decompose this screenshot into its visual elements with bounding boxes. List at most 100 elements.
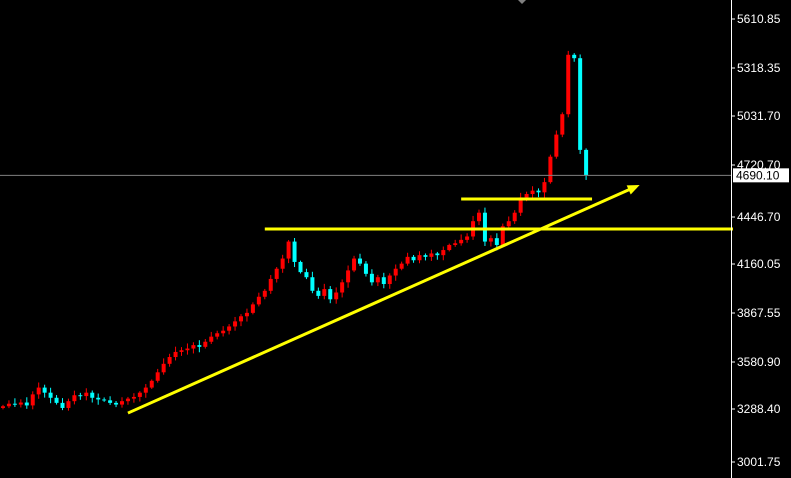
candle-body	[387, 275, 392, 285]
candle	[548, 154, 553, 184]
candle	[167, 353, 172, 367]
candle-body	[405, 256, 410, 264]
candle-body	[30, 394, 35, 406]
axis-tick-label: 4160.05	[737, 257, 781, 271]
candle	[363, 261, 368, 277]
candle	[578, 54, 583, 154]
price-axis[interactable]: 5610.855318.355031.704720.704446.704160.…	[731, 12, 781, 469]
candle	[203, 339, 208, 349]
axis-tick-label: 3867.55	[737, 306, 781, 320]
candle-body	[78, 395, 83, 397]
candle	[137, 391, 142, 402]
candle	[209, 331, 214, 344]
candle	[459, 234, 464, 246]
candle	[554, 130, 559, 159]
candle	[72, 390, 77, 405]
candle	[12, 398, 17, 407]
candle-body	[482, 212, 487, 242]
candle	[429, 249, 434, 261]
candle	[221, 326, 226, 337]
candle	[399, 261, 404, 271]
candle-body	[465, 236, 470, 240]
candle-body	[96, 397, 101, 400]
candle-body	[84, 392, 89, 397]
candle-body	[346, 270, 351, 283]
candle-body	[36, 387, 41, 395]
candle-body	[120, 401, 124, 405]
axis-tick-label: 3288.40	[737, 402, 781, 416]
candle-body	[197, 345, 202, 347]
candle-body	[239, 316, 243, 322]
candle	[185, 343, 190, 355]
candle-body	[233, 321, 238, 327]
candle	[120, 397, 124, 408]
candle-body	[173, 351, 178, 358]
candle-body	[411, 256, 416, 261]
candle	[215, 330, 220, 340]
candle-body	[274, 268, 279, 279]
candle-body	[191, 345, 196, 349]
candle-body	[441, 250, 446, 256]
candle-body	[494, 238, 499, 245]
candle	[155, 368, 160, 383]
candle-body	[149, 380, 154, 388]
candle-body	[417, 255, 422, 261]
candle-body	[506, 221, 511, 227]
candle-body	[352, 258, 357, 271]
candle	[387, 273, 392, 289]
candle-body	[524, 194, 529, 198]
candle-body	[286, 241, 291, 259]
candle-body	[459, 239, 464, 244]
candle	[191, 342, 196, 354]
candle-body	[48, 392, 53, 398]
candle	[143, 384, 148, 398]
candle-body	[137, 392, 142, 397]
candle-body	[185, 348, 190, 351]
candle-body	[536, 190, 541, 193]
candle-body	[375, 277, 380, 283]
candle-body	[429, 253, 434, 257]
candle-body	[304, 272, 309, 278]
candle	[542, 177, 547, 198]
candle	[1, 404, 5, 410]
candle-body	[143, 387, 148, 393]
candle-body	[125, 398, 130, 402]
candle	[280, 254, 285, 273]
candle-body	[90, 392, 95, 398]
candle-body	[250, 304, 255, 313]
candle	[411, 254, 416, 263]
candle	[435, 251, 440, 260]
candle	[369, 269, 374, 286]
candle	[477, 209, 481, 226]
candle-body	[161, 363, 166, 373]
candle	[108, 396, 113, 405]
current-price-label: 4690.10	[736, 168, 780, 182]
candle	[316, 287, 321, 299]
candle	[268, 275, 273, 294]
candle-body	[215, 333, 220, 337]
candle	[78, 392, 83, 400]
candle-body	[584, 149, 589, 176]
drawings[interactable]	[127, 185, 733, 415]
candle	[375, 274, 380, 287]
candle-body	[381, 277, 386, 285]
candle	[536, 188, 541, 198]
trend-line	[127, 187, 633, 415]
candle-body	[512, 212, 517, 222]
candle-body	[358, 258, 362, 264]
candle	[393, 264, 398, 281]
scroll-marker-icon[interactable]	[518, 0, 526, 4]
candle-body	[209, 336, 214, 342]
candle	[30, 391, 35, 410]
candle-body	[423, 255, 428, 257]
candle	[441, 246, 446, 261]
candle-body	[322, 289, 327, 296]
candle-body	[66, 401, 71, 408]
candle	[131, 393, 136, 403]
candle	[447, 243, 452, 252]
candle-body	[227, 326, 232, 331]
candle	[102, 397, 107, 402]
candle-body	[393, 268, 398, 276]
